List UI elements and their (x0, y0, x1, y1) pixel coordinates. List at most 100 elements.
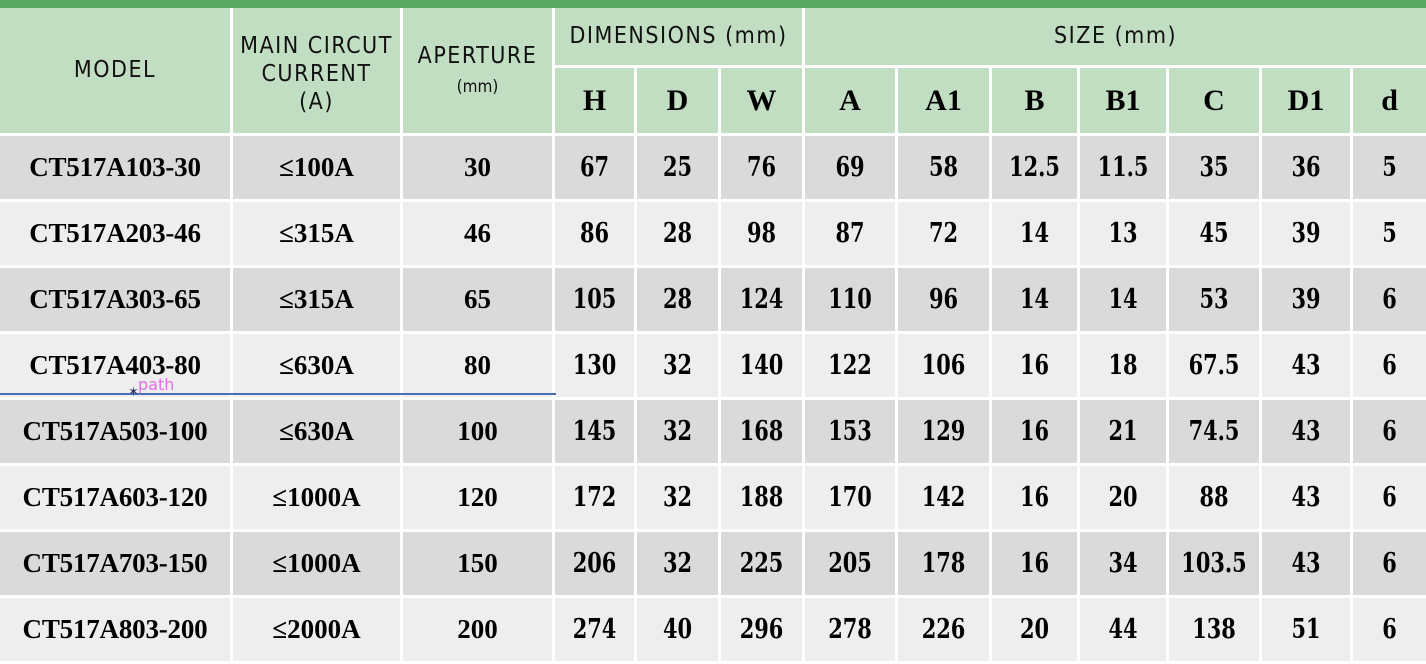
cell-w: 188 (721, 466, 806, 532)
cell-model-text: CT517A103-30 (29, 152, 201, 182)
cell-a1-wrap: 96 (898, 284, 989, 315)
header-main-circuit-current-line3: (A) (299, 89, 334, 116)
cell-b1-text: 21 (1108, 416, 1138, 447)
cell-b1: 21 (1080, 400, 1170, 466)
cell-d-text: 6 (1382, 416, 1397, 447)
cell-w-text: 225 (739, 548, 784, 579)
cell-b-wrap: 14 (992, 218, 1077, 249)
cell-a1-wrap: 129 (898, 416, 989, 447)
cell-a1-text: 142 (921, 482, 966, 513)
cell-h: 86 (555, 202, 637, 268)
cell-a1-text: 58 (928, 152, 959, 183)
cell-a: 278 (805, 598, 899, 664)
cell-w-wrap: 225 (721, 548, 802, 579)
cell-model: CT517A503-100 (0, 400, 233, 466)
cell-d: 28 (637, 268, 721, 334)
header-col-c: C (1169, 68, 1263, 136)
cell-aperture: 30 (403, 136, 555, 202)
header-group-dimensions-label: DIMENSIONS (mm) (569, 23, 788, 50)
cell-b-text: 20 (1019, 614, 1050, 645)
cell-c-text: 103.5 (1181, 548, 1247, 579)
cell-d: 6 (1353, 532, 1426, 598)
table-row: CT517A603-120 ≤1000A 120 172 32 188 170 142 16 20… (0, 466, 1426, 532)
cell-b-text: 16 (1019, 416, 1050, 447)
cell-aperture: 150 (403, 532, 555, 598)
cell-d-wrap: 6 (1353, 350, 1426, 381)
table-row: CT517A203-46 ≤315A 46 86 28 98 87 72 14 13 45 39 5 (0, 202, 1426, 268)
cell-d-wrap: 25 (637, 152, 718, 183)
cell-current-text: ≤1000A (272, 482, 361, 512)
cell-model-text: CT517A703-150 (22, 548, 208, 578)
cell-w-text: 98 (746, 218, 777, 249)
cell-model-text: CT517A503-100 (22, 416, 208, 446)
cell-c-wrap: 35 (1169, 152, 1259, 183)
cell-d1-text: 43 (1291, 548, 1321, 579)
cell-c-text: 88 (1199, 482, 1229, 513)
header-col-a1-label: A1 (925, 83, 962, 117)
cell-b-wrap: 16 (992, 482, 1077, 513)
cell-d-wrap: 32 (637, 482, 718, 513)
cell-c-wrap: 67.5 (1169, 350, 1259, 381)
cell-d1-text: 39 (1291, 284, 1321, 315)
header-col-w-label: W (746, 83, 777, 117)
header-col-d-small-label: d (1381, 83, 1398, 117)
cell-current: ≤100A (233, 136, 403, 202)
cell-c: 74.5 (1169, 400, 1263, 466)
cell-d: 6 (1353, 598, 1426, 664)
cell-w-wrap: 168 (721, 416, 802, 447)
cell-b-text: 14 (1019, 218, 1050, 249)
cell-current: ≤315A (233, 268, 403, 334)
cell-d1-wrap: 43 (1262, 482, 1350, 513)
cell-d1-wrap: 36 (1262, 152, 1350, 183)
cell-h-text: 206 (572, 548, 617, 579)
cell-a1-text: 72 (928, 218, 959, 249)
cell-a-wrap: 153 (805, 416, 895, 447)
top-green-strip (0, 0, 1426, 8)
cell-current: ≤1000A (233, 466, 403, 532)
cell-w-text: 124 (739, 284, 784, 315)
cell-d1-text: 36 (1291, 152, 1321, 183)
cell-d1: 51 (1262, 598, 1354, 664)
cell-a-text: 153 (828, 416, 872, 447)
cell-b1: 18 (1080, 334, 1170, 400)
cell-current-text: ≤1000A (272, 548, 361, 578)
cell-d-text: 6 (1382, 482, 1397, 513)
cell-a1-text: 178 (921, 548, 966, 579)
cell-b1: 44 (1080, 598, 1170, 664)
cell-b: 14 (992, 202, 1081, 268)
cell-b1-wrap: 21 (1080, 416, 1166, 447)
cell-b-wrap: 14 (992, 284, 1077, 315)
header-col-d1: D1 (1262, 68, 1354, 136)
cell-a1: 96 (898, 268, 993, 334)
cell-h-text: 86 (579, 218, 610, 249)
cell-aperture-text: 30 (464, 152, 491, 182)
cell-a1: 58 (898, 136, 993, 202)
cell-d: 6 (1353, 466, 1426, 532)
cell-d-wrap: 32 (637, 350, 718, 381)
cell-b1-wrap: 44 (1080, 614, 1166, 645)
cell-a: 69 (805, 136, 899, 202)
header-main-circuit-current-inner: MAIN CIRCUT CURRENT (A) (233, 32, 400, 116)
cell-b-wrap: 20 (992, 614, 1077, 645)
cell-d1-text: 43 (1291, 350, 1321, 381)
cell-c-wrap: 74.5 (1169, 416, 1259, 447)
cell-a1-text: 129 (921, 416, 966, 447)
cell-model: CT517A803-200 (0, 598, 233, 664)
cell-d-wrap: 28 (637, 218, 718, 249)
cell-d: 32 (637, 532, 721, 598)
cell-w: 76 (721, 136, 806, 202)
cell-d: 32 (637, 400, 721, 466)
cell-h: 105 (555, 268, 637, 334)
header-group-size-label: SIZE (mm) (1054, 23, 1178, 50)
cell-current-text: ≤630A (279, 350, 354, 380)
cell-b1: 11.5 (1080, 136, 1170, 202)
table-row: CT517A403-80 ≤630A 80 130 32 140 122 106 16 18 67.… (0, 334, 1426, 400)
cell-w: 168 (721, 400, 806, 466)
cell-d1-text: 51 (1291, 614, 1321, 645)
cell-w-text: 168 (739, 416, 784, 447)
cell-h: 206 (555, 532, 637, 598)
cell-a: 110 (805, 268, 899, 334)
cell-a-text: 205 (828, 548, 872, 579)
cell-a1-wrap: 72 (898, 218, 989, 249)
cell-w-wrap: 296 (721, 614, 802, 645)
